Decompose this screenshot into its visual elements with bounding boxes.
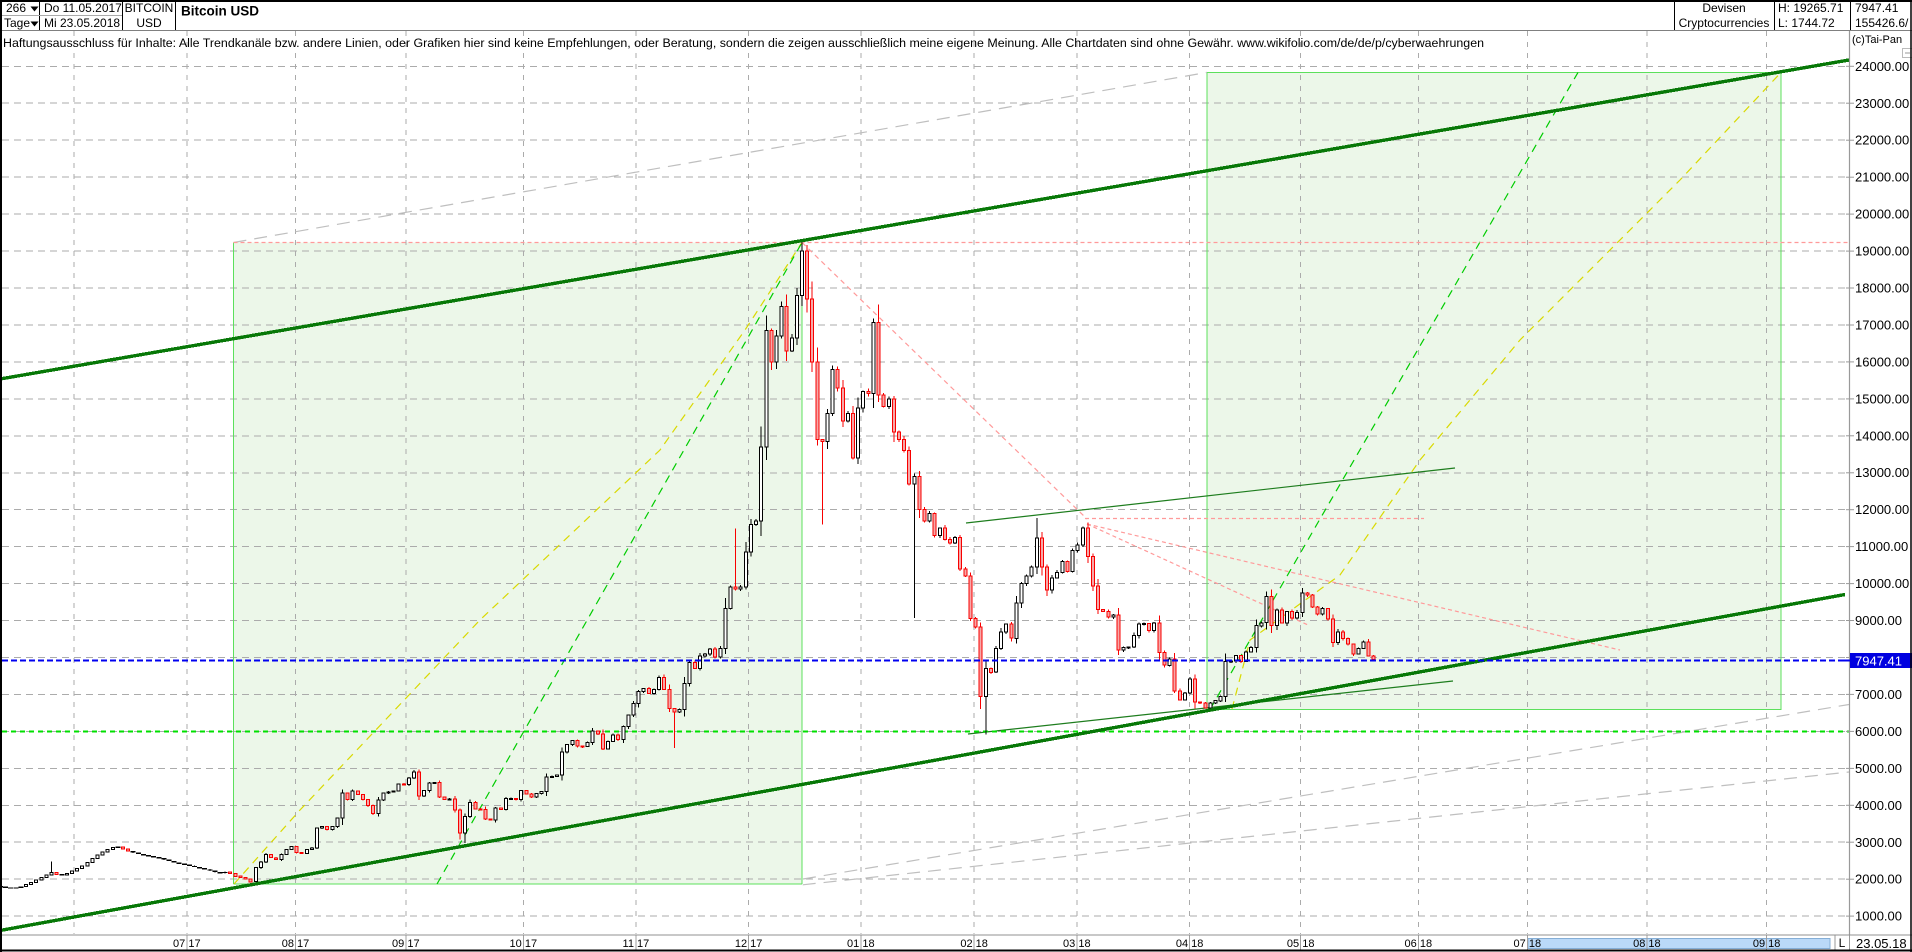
svg-text:3000.00: 3000.00 xyxy=(1855,835,1902,850)
svg-text:Bitcoin USD: Bitcoin USD xyxy=(181,4,259,19)
svg-text:07 18: 07 18 xyxy=(1514,938,1542,950)
svg-text:05 18: 05 18 xyxy=(1287,938,1315,950)
svg-text:155426.6/: 155426.6/ xyxy=(1855,16,1909,30)
svg-text:17000.00: 17000.00 xyxy=(1855,318,1909,333)
svg-text:02 18: 02 18 xyxy=(960,938,988,950)
svg-text:09 18: 09 18 xyxy=(1753,938,1781,950)
svg-text:13000.00: 13000.00 xyxy=(1855,465,1909,480)
svg-text:01 18: 01 18 xyxy=(847,938,875,950)
svg-text:16000.00: 16000.00 xyxy=(1855,354,1909,369)
svg-text:1000.00: 1000.00 xyxy=(1855,909,1902,924)
svg-text:Do 11.05.2017: Do 11.05.2017 xyxy=(44,1,122,15)
svg-text:(c)Tai-Pan: (c)Tai-Pan xyxy=(1852,34,1902,46)
svg-text:24000.00: 24000.00 xyxy=(1855,59,1909,74)
svg-text:4000.00: 4000.00 xyxy=(1855,798,1902,813)
svg-text:266: 266 xyxy=(6,1,26,15)
svg-text:09 17: 09 17 xyxy=(392,938,420,950)
svg-text:11000.00: 11000.00 xyxy=(1855,539,1908,554)
svg-text:7947.41: 7947.41 xyxy=(1855,654,1902,669)
svg-text:23.05.18: 23.05.18 xyxy=(1856,936,1907,951)
svg-text:23000.00: 23000.00 xyxy=(1855,96,1909,111)
svg-text:5000.00: 5000.00 xyxy=(1855,761,1902,776)
svg-text:14000.00: 14000.00 xyxy=(1855,428,1909,443)
svg-text:Mi 23.05.2018: Mi 23.05.2018 xyxy=(44,16,120,30)
svg-text:2000.00: 2000.00 xyxy=(1855,872,1902,887)
svg-text:08 17: 08 17 xyxy=(282,938,310,950)
svg-text:15000.00: 15000.00 xyxy=(1855,391,1909,406)
svg-text:12 17: 12 17 xyxy=(735,938,763,950)
svg-text:7947.41: 7947.41 xyxy=(1855,1,1899,15)
svg-text:H: 19265.71: H: 19265.71 xyxy=(1778,1,1844,15)
svg-text:04 18: 04 18 xyxy=(1176,938,1204,950)
svg-text:9000.00: 9000.00 xyxy=(1855,613,1902,628)
svg-text:18000.00: 18000.00 xyxy=(1855,281,1909,296)
svg-text:Cryptocurrencies: Cryptocurrencies xyxy=(1679,16,1770,30)
svg-text:11 17: 11 17 xyxy=(623,938,650,950)
svg-text:L: L xyxy=(1839,936,1846,950)
svg-text:L: 1744.72: L: 1744.72 xyxy=(1778,16,1835,30)
svg-text:Devisen: Devisen xyxy=(1702,1,1745,15)
svg-text:06 18: 06 18 xyxy=(1405,938,1433,950)
svg-text:03 18: 03 18 xyxy=(1063,938,1091,950)
svg-text:07 17: 07 17 xyxy=(173,938,201,950)
svg-text:21000.00: 21000.00 xyxy=(1855,170,1909,185)
svg-text:12000.00: 12000.00 xyxy=(1855,502,1909,517)
svg-text:6000.00: 6000.00 xyxy=(1855,724,1902,739)
svg-text:20000.00: 20000.00 xyxy=(1855,207,1909,222)
svg-text:10 17: 10 17 xyxy=(510,938,538,950)
svg-text:Haftungsausschluss für Inhalte: Haftungsausschluss für Inhalte: Alle Tre… xyxy=(3,36,1484,50)
svg-text:7000.00: 7000.00 xyxy=(1855,687,1902,702)
svg-text:USD: USD xyxy=(136,16,162,30)
svg-text:08 18: 08 18 xyxy=(1633,938,1661,950)
svg-text:BITCOIN: BITCOIN xyxy=(125,1,174,15)
svg-text:10000.00: 10000.00 xyxy=(1855,576,1909,591)
svg-text:22000.00: 22000.00 xyxy=(1855,133,1909,148)
svg-text:Tage: Tage xyxy=(4,16,30,30)
svg-text:19000.00: 19000.00 xyxy=(1855,244,1909,259)
